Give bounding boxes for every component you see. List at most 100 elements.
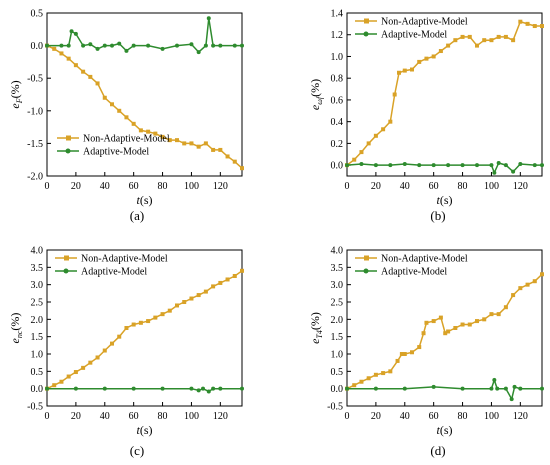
- legend-marker: [66, 135, 71, 141]
- x-tick-label: 120: [513, 181, 528, 192]
- data-point: [211, 147, 216, 152]
- data-point: [160, 386, 165, 391]
- x-tick-label: 20: [71, 181, 81, 192]
- data-point: [232, 43, 237, 48]
- data-point: [359, 379, 364, 384]
- y-axis-label: eT4(%): [308, 312, 324, 344]
- data-point: [146, 43, 151, 48]
- data-point: [196, 293, 201, 298]
- data-point: [511, 293, 516, 298]
- y-tick-label: 3.0: [31, 280, 44, 291]
- data-point: [489, 312, 494, 317]
- data-point: [496, 34, 501, 39]
- y-tick-label: 3.5: [331, 263, 344, 274]
- data-point: [66, 43, 71, 48]
- data-point: [453, 326, 458, 330]
- data-point: [189, 386, 194, 391]
- y-tick-label: -1.0: [27, 106, 43, 117]
- y-tick-label: 1.5: [331, 332, 344, 343]
- y-tick-label: 1.4: [331, 9, 344, 20]
- data-point: [189, 42, 194, 47]
- series-non-adaptive: [45, 43, 244, 171]
- data-point: [446, 329, 451, 334]
- y-tick-label: 0.4: [331, 117, 344, 128]
- data-point: [392, 92, 397, 97]
- x-tick-label: 60: [429, 181, 439, 192]
- data-point: [131, 43, 136, 48]
- data-point: [206, 389, 211, 394]
- data-point: [532, 279, 537, 284]
- chart-panel-2: 0 20 40 60 80 100 120 0.0 0.2 0.4 0.6 0.8 1.0 1.2 1.4 t…: [308, 9, 544, 223]
- data-point: [225, 277, 230, 282]
- data-point: [443, 331, 448, 336]
- data-point: [366, 376, 371, 381]
- legend-label: Non-Adaptive-Model: [381, 254, 468, 265]
- y-tick-label: 0.5: [331, 367, 344, 378]
- data-point: [492, 378, 497, 382]
- data-point: [110, 43, 114, 48]
- legend: Non-Adaptive-Model Adaptive-Model: [355, 17, 468, 41]
- data-point: [373, 163, 378, 168]
- data-point: [366, 141, 371, 146]
- x-tick-label: 120: [513, 411, 528, 422]
- x-tick-label: 120: [213, 411, 228, 422]
- legend-label: Non-Adaptive-Model: [81, 254, 168, 265]
- data-point: [232, 159, 237, 164]
- legend-label: Adaptive-Model: [381, 30, 447, 41]
- data-point: [189, 296, 194, 301]
- x-tick-label: 40: [400, 411, 410, 422]
- data-point: [402, 68, 407, 73]
- data-point: [59, 43, 64, 48]
- data-point: [359, 162, 364, 167]
- legend-marker: [364, 255, 369, 261]
- data-point: [424, 56, 429, 61]
- data-point: [117, 108, 122, 113]
- data-point: [138, 320, 143, 325]
- x-tick-label: 0: [45, 411, 50, 422]
- data-point: [417, 59, 422, 64]
- chart-panel-4: 0 20 40 60 80 100 120 -0.5 0.0 0.5 1.0 1.5 2.0 2.5 3.0…: [308, 246, 544, 458]
- y-tick-label: -0.5: [27, 402, 43, 413]
- data-point: [88, 360, 93, 365]
- data-point: [518, 386, 523, 391]
- data-point: [211, 284, 216, 289]
- data-point: [88, 42, 93, 47]
- data-point: [467, 34, 472, 39]
- legend-label: Adaptive-Model: [81, 267, 147, 278]
- data-point: [52, 46, 57, 51]
- data-point: [345, 163, 349, 168]
- data-point: [511, 38, 516, 43]
- data-point: [503, 163, 508, 168]
- y-tick-label: 0.6: [331, 95, 344, 106]
- data-point: [460, 386, 465, 391]
- data-point: [453, 38, 458, 43]
- data-point: [345, 386, 349, 391]
- x-tick-label: 0: [345, 181, 350, 192]
- series-non-adaptive: [345, 272, 544, 391]
- data-point: [59, 379, 64, 384]
- data-point: [102, 386, 107, 391]
- data-point: [59, 51, 64, 56]
- panel-caption: (d): [430, 443, 445, 458]
- data-point: [160, 312, 165, 317]
- x-tick-label: 100: [184, 181, 199, 192]
- y-tick-label: 2.5: [331, 298, 344, 309]
- data-point: [196, 50, 201, 55]
- data-point: [131, 386, 136, 391]
- x-tick-label: 80: [458, 411, 468, 422]
- data-point: [240, 268, 244, 273]
- data-point: [532, 163, 537, 168]
- data-point: [73, 63, 78, 68]
- chart-panel-1: 0 20 40 60 80 100 120 0.5 0.0 -0.5 -1.0 -1.5 -2.0 t(s…: [8, 9, 244, 223]
- data-point: [196, 388, 201, 393]
- data-point: [240, 386, 244, 391]
- y-tick-label: 3.0: [331, 280, 344, 291]
- x-tick-label: 100: [484, 181, 499, 192]
- data-point: [482, 38, 487, 43]
- data-point: [402, 386, 407, 391]
- data-point: [431, 384, 436, 389]
- legend-marker: [364, 18, 369, 24]
- data-point: [475, 43, 479, 48]
- y-axis-label: eωf(%): [308, 79, 324, 110]
- data-point: [81, 69, 86, 74]
